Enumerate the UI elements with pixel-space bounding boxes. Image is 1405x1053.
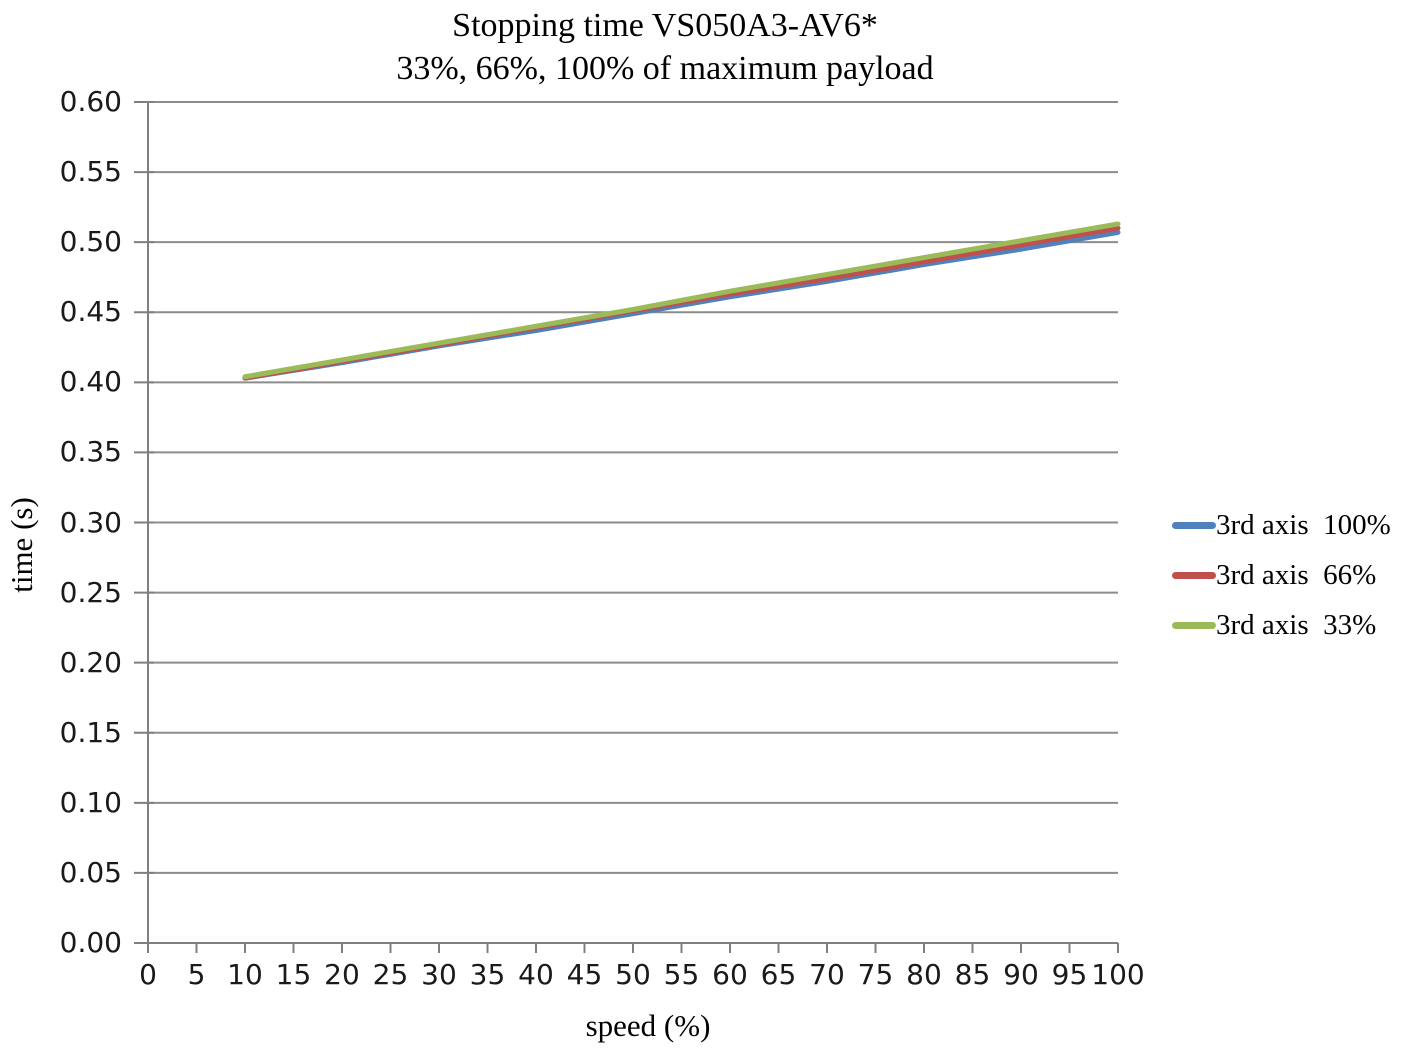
y-tick-label: 0.60 [59, 85, 122, 118]
y-tick-label: 0.45 [59, 295, 122, 329]
y-tick-label: 0.05 [59, 855, 122, 889]
x-tick-label: 45 [566, 958, 603, 991]
y-tick-label: 0.15 [59, 715, 122, 749]
y-tick-label: 0.10 [59, 785, 122, 819]
x-tick-label: 5 [187, 958, 206, 991]
legend-swatch-line [1172, 622, 1216, 629]
legend-label: 3rd axis 100% [1216, 509, 1391, 541]
x-tick-label: 70 [809, 958, 845, 991]
chart-title-line1: Stopping time VS050A3-AV6* [452, 7, 878, 44]
x-tick-label: 60 [712, 958, 748, 991]
x-tick-label: 30 [421, 958, 457, 991]
y-tick-label: 0.55 [59, 155, 122, 189]
legend-swatch-line [1172, 572, 1216, 579]
x-tick-label: 35 [469, 958, 506, 991]
series-line-2 [242, 221, 1121, 380]
y-tick-label: 0.40 [59, 365, 122, 399]
x-axis-title: speed (%) [585, 1008, 711, 1043]
chart-title-line2: 33%, 66%, 100% of maximum payload [396, 50, 934, 87]
legend-item: 3rd axis 100% [1172, 509, 1391, 542]
y-tick-label: 0.50 [59, 225, 122, 259]
chart-title: Stopping time VS050A3-AV6* 33%, 66%, 100… [0, 4, 1330, 90]
legend-label: 3rd axis 33% [1216, 609, 1377, 641]
x-tick-label: 75 [857, 958, 894, 991]
x-tick-label: 80 [906, 958, 942, 991]
x-tick-label: 100 [1091, 958, 1145, 991]
x-tick-label: 50 [615, 958, 651, 991]
x-tick-label: 65 [760, 958, 797, 991]
y-tick-label: 0.35 [59, 435, 122, 469]
x-tick-label: 55 [663, 958, 700, 991]
x-tick-label: 20 [324, 958, 360, 991]
x-tick-label: 95 [1051, 958, 1088, 991]
legend-item: 3rd axis 66% [1172, 559, 1376, 592]
y-tick-label: 0.20 [59, 645, 122, 679]
legend-swatch-line [1172, 522, 1216, 529]
x-tick-label: 90 [1003, 958, 1039, 991]
y-tick-label: 0.25 [59, 575, 122, 609]
y-tick-label: 0.30 [59, 505, 122, 539]
legend-item: 3rd axis 33% [1172, 609, 1376, 642]
x-tick-label: 15 [275, 958, 312, 991]
x-tick-label: 10 [227, 958, 263, 991]
x-tick-label: 25 [372, 958, 409, 991]
x-tick-label: 0 [139, 958, 157, 991]
y-tick-label: 0.00 [59, 926, 122, 959]
legend-label: 3rd axis 66% [1216, 559, 1377, 591]
x-tick-label: 85 [954, 958, 991, 991]
x-tick-label: 40 [518, 958, 554, 991]
